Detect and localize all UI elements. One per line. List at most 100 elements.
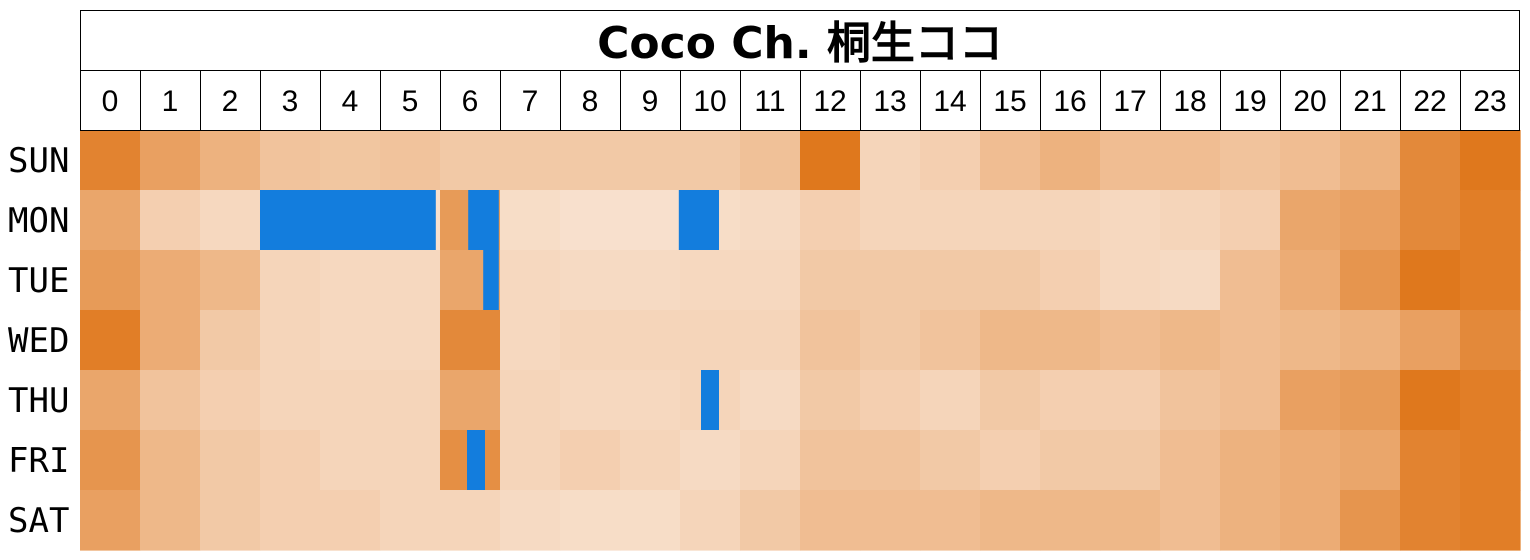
heatmap-cell-wed-4 (320, 310, 381, 371)
heatmap-cell-tue-4 (320, 250, 381, 311)
heatmap-cell-thu-20 (1280, 370, 1341, 431)
heatmap-cell-sun-10 (680, 130, 741, 191)
day-label-mon: MON (8, 201, 69, 241)
heatmap-cell-wed-20 (1280, 310, 1341, 371)
heatmap-cell-sun-14 (920, 130, 981, 191)
heatmap-cell-mon-19 (1220, 190, 1281, 251)
heatmap-cell-mon-7 (500, 190, 561, 251)
hour-label-22: 22 (1413, 85, 1446, 118)
heatmap-cell-tue-21 (1340, 250, 1401, 311)
heatmap-cell-sat-18 (1160, 490, 1221, 551)
hour-label-9: 9 (642, 85, 659, 118)
heatmap-cells (80, 130, 1521, 551)
hour-label-21: 21 (1353, 85, 1386, 118)
heatmap-cell-wed-14 (920, 310, 981, 371)
header-grid (80, 10, 1520, 131)
highlight-blocks (260, 190, 719, 490)
highlight-block-mon-2 (678, 190, 719, 250)
hour-label-1: 1 (162, 85, 179, 118)
heatmap-cell-mon-14 (920, 190, 981, 251)
heatmap-cell-tue-19 (1220, 250, 1281, 311)
heatmap-cell-sat-8 (560, 490, 621, 551)
heatmap-cell-sat-17 (1100, 490, 1161, 551)
hour-label-18: 18 (1173, 85, 1206, 118)
heatmap-cell-wed-10 (680, 310, 741, 371)
day-labels: SUN MON TUE WED THU FRI SAT (8, 141, 69, 541)
heatmap-cell-fri-17 (1100, 430, 1161, 491)
heatmap-cell-thu-17 (1100, 370, 1161, 431)
heatmap-cell-mon-18 (1160, 190, 1221, 251)
heatmap-cell-sat-23 (1460, 490, 1521, 551)
heatmap-cell-fri-16 (1040, 430, 1101, 491)
heatmap-cell-tue-3 (260, 250, 321, 311)
hour-label-13: 13 (873, 85, 906, 118)
heatmap-cell-sun-17 (1100, 130, 1161, 191)
heatmap-cell-sun-11 (740, 130, 801, 191)
heatmap-cell-sun-22 (1400, 130, 1461, 191)
heatmap-cell-sun-0 (80, 130, 141, 191)
heatmap-cell-thu-19 (1220, 370, 1281, 431)
heatmap-cell-fri-8 (560, 430, 621, 491)
highlight-block-mon-1 (468, 190, 499, 250)
heatmap-cell-wed-21 (1340, 310, 1401, 371)
heatmap-cell-mon-23 (1460, 190, 1521, 251)
heatmap-cell-sat-19 (1220, 490, 1281, 551)
heatmap-cell-sun-8 (560, 130, 621, 191)
heatmap-cell-sat-10 (680, 490, 741, 551)
hour-label-20: 20 (1293, 85, 1326, 118)
heatmap-cell-sat-4 (320, 490, 381, 551)
highlight-block-fri-5 (467, 430, 485, 490)
heatmap-cell-sat-22 (1400, 490, 1461, 551)
highlight-block-tue-3 (483, 250, 499, 310)
heatmap-cell-wed-17 (1100, 310, 1161, 371)
hour-label-2: 2 (222, 85, 239, 118)
heatmap-cell-tue-22 (1400, 250, 1461, 311)
day-label-tue: TUE (8, 261, 69, 301)
heatmap-cell-wed-16 (1040, 310, 1101, 371)
heatmap-cell-thu-9 (620, 370, 681, 431)
heatmap-cell-mon-22 (1400, 190, 1461, 251)
heatmap-cell-mon-16 (1040, 190, 1101, 251)
highlight-block-mon-0 (260, 190, 436, 250)
heatmap-cell-wed-13 (860, 310, 921, 371)
heatmap-cell-tue-20 (1280, 250, 1341, 311)
hour-label-8: 8 (582, 85, 599, 118)
heatmap-cell-tue-15 (980, 250, 1041, 311)
heatmap-cell-tue-17 (1100, 250, 1161, 311)
heatmap-cell-sun-19 (1220, 130, 1281, 191)
heatmap-cell-wed-7 (500, 310, 561, 371)
heatmap-cell-sat-0 (80, 490, 141, 551)
heatmap-cell-wed-12 (800, 310, 861, 371)
heatmap-cell-sat-15 (980, 490, 1041, 551)
hour-label-4: 4 (342, 85, 359, 118)
hour-label-3: 3 (282, 85, 299, 118)
heatmap-cell-wed-3 (260, 310, 321, 371)
heatmap-cell-wed-1 (140, 310, 201, 371)
heatmap-cell-fri-2 (200, 430, 261, 491)
heatmap-cell-tue-5 (380, 250, 441, 311)
hour-label-12: 12 (813, 85, 846, 118)
heatmap-cell-fri-4 (320, 430, 381, 491)
heatmap-cell-thu-14 (920, 370, 981, 431)
heatmap-cell-thu-6 (440, 370, 501, 431)
hour-label-23: 23 (1473, 85, 1506, 118)
heatmap-cell-fri-10 (680, 430, 741, 491)
heatmap-cell-wed-15 (980, 310, 1041, 371)
heatmap-cell-sun-15 (980, 130, 1041, 191)
heatmap-cell-fri-23 (1460, 430, 1521, 491)
heatmap-cell-thu-11 (740, 370, 801, 431)
heatmap-cell-sat-2 (200, 490, 261, 551)
heatmap-cell-sun-16 (1040, 130, 1101, 191)
heatmap-cell-thu-12 (800, 370, 861, 431)
heatmap-cell-fri-12 (800, 430, 861, 491)
heatmap-cell-thu-8 (560, 370, 621, 431)
hour-labels: 0 1 2 3 4 5 6 7 8 9 10 11 12 13 14 15 16 17 18 19 20 21 22 23 (102, 85, 1507, 118)
heatmap-cell-sun-2 (200, 130, 261, 191)
heatmap-cell-sat-6 (440, 490, 501, 551)
heatmap-cell-sun-6 (440, 130, 501, 191)
heatmap-cell-tue-12 (800, 250, 861, 311)
heatmap-cell-tue-14 (920, 250, 981, 311)
heatmap-cell-wed-2 (200, 310, 261, 371)
heatmap-cell-wed-5 (380, 310, 441, 371)
